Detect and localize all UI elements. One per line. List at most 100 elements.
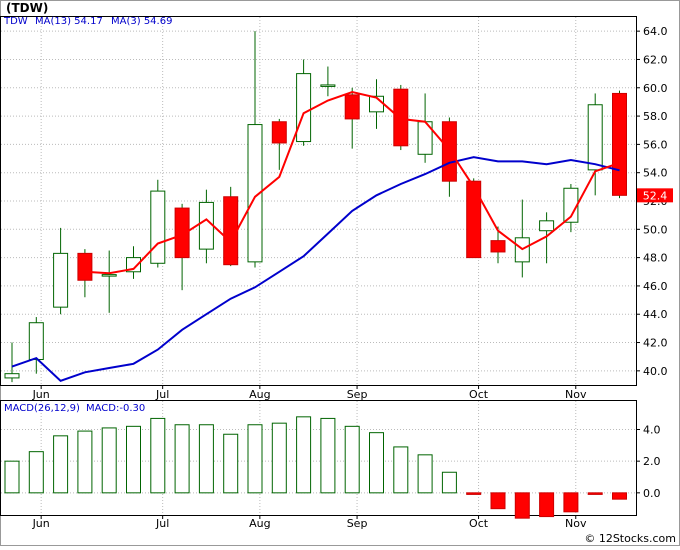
macd-bar — [174, 424, 190, 494]
macd-x-tick-label: Nov — [565, 517, 587, 530]
candle-body — [28, 322, 44, 361]
candle — [28, 317, 44, 374]
ma13-line — [11, 156, 620, 382]
candle-body — [466, 180, 482, 259]
macd-y-tick-label: 0.0 — [643, 487, 661, 500]
macd-bar — [53, 435, 69, 494]
macd-bar — [198, 424, 214, 494]
candle-body — [150, 190, 166, 264]
price-y-tick-label: 44.0 — [643, 308, 668, 321]
candle-body — [4, 373, 20, 379]
candle — [174, 203, 190, 291]
macd-x-tick-label: Jul — [155, 517, 169, 530]
price-y-tick-label: 62.0 — [643, 53, 668, 66]
candle-body — [247, 124, 263, 263]
last-price-marker: 52.4 — [637, 188, 673, 203]
macd-bar — [4, 460, 20, 494]
macd-y-tick-label: 4.0 — [643, 424, 661, 437]
candle — [417, 93, 433, 163]
price-y-tick-label: 50.0 — [643, 223, 668, 236]
price-grid — [1, 30, 636, 372]
price-y-tick-label: 46.0 — [643, 280, 668, 293]
chart-title: (TDW) — [6, 1, 48, 15]
candle — [612, 90, 627, 199]
price-x-tick-label: Jul — [155, 388, 169, 401]
macd-bar — [223, 433, 239, 494]
macd-bar — [126, 425, 141, 494]
macd-legend-title: MACD(26,12,9) — [4, 403, 80, 414]
candle-body — [539, 220, 555, 232]
price-y-tick-label: 56.0 — [643, 138, 668, 151]
macd-x-tick-label: Sep — [347, 517, 368, 530]
candle-body — [101, 274, 117, 277]
macd-bar — [320, 417, 336, 494]
macd-bar — [28, 451, 44, 494]
macd-bar — [612, 492, 627, 500]
macd-bar — [466, 492, 482, 495]
price-y-tick-label: 60.0 — [643, 82, 668, 95]
price-x-tick-label: Oct — [469, 388, 489, 401]
candle-body — [198, 201, 214, 250]
candle — [150, 179, 166, 268]
price-x-tick-label: Nov — [565, 388, 587, 401]
candle — [320, 66, 336, 97]
ma3-line — [84, 90, 620, 275]
candle-body — [77, 252, 93, 281]
candlestick-series — [4, 31, 627, 383]
macd-histogram — [4, 416, 627, 519]
price-y-tick-label: 48.0 — [643, 252, 668, 265]
candle-body — [587, 104, 603, 171]
price-y-tick-label: 54.0 — [643, 167, 668, 180]
candle-body — [344, 94, 360, 120]
legend-item-ticker: TDW — [3, 16, 28, 27]
candle-body — [126, 257, 141, 273]
price-x-axis: Jun Jul Aug Sep Oct Nov — [32, 385, 587, 401]
candle — [466, 178, 482, 259]
candle — [126, 246, 141, 279]
candle-body — [174, 207, 190, 259]
macd-bar — [344, 425, 360, 494]
candle — [77, 249, 93, 298]
macd-bar — [563, 492, 579, 513]
candle — [223, 186, 239, 267]
price-x-tick-label: Jun — [32, 388, 50, 401]
price-y-axis: 40.042.044.046.048.050.052.054.056.058.0… — [636, 25, 668, 378]
macd-bar — [417, 454, 433, 494]
macd-legend-value: MACD:-0.30 — [86, 403, 145, 414]
macd-bar — [490, 492, 506, 510]
macd-legend: MACD(26,12,9) MACD:-0.30 — [4, 403, 145, 414]
candle-body — [223, 196, 239, 266]
candle — [587, 93, 603, 196]
candle — [271, 118, 287, 170]
macd-bar — [77, 430, 93, 494]
macd-bar — [369, 432, 384, 494]
candle-body — [53, 252, 69, 308]
last-price-box — [637, 188, 673, 203]
candle — [4, 342, 20, 383]
candle-body — [393, 88, 409, 147]
price-y-tick-label: 64.0 — [643, 25, 668, 38]
macd-bar — [539, 492, 555, 518]
candle-body — [320, 84, 336, 87]
macd-x-tick-label: Jun — [32, 517, 50, 530]
macd-bar — [247, 424, 263, 494]
macd-y-axis: 4.0 2.0 0.0 — [636, 424, 661, 500]
last-price-label: 52.4 — [643, 189, 668, 202]
candle — [101, 250, 117, 313]
candle — [53, 227, 69, 315]
legend-item-ma13: MA(13) 54.17 — [35, 16, 103, 27]
macd-bar — [393, 446, 409, 494]
candle — [539, 212, 555, 264]
price-y-tick-label: 58.0 — [643, 110, 668, 123]
macd-x-tick-label: Aug — [249, 517, 270, 530]
macd-bar — [101, 427, 117, 494]
price-legend: TDW MA(13) 54.17 MA(3) 54.69 — [3, 16, 172, 27]
macd-x-axis: Jun Jul Aug Sep Oct Nov — [32, 515, 587, 530]
macd-bar — [514, 492, 530, 519]
candle-body — [271, 121, 287, 144]
candle-body — [612, 92, 627, 196]
price-x-tick-label: Aug — [249, 388, 270, 401]
macd-bar — [441, 471, 457, 494]
macd-x-tick-label: Oct — [469, 517, 489, 530]
